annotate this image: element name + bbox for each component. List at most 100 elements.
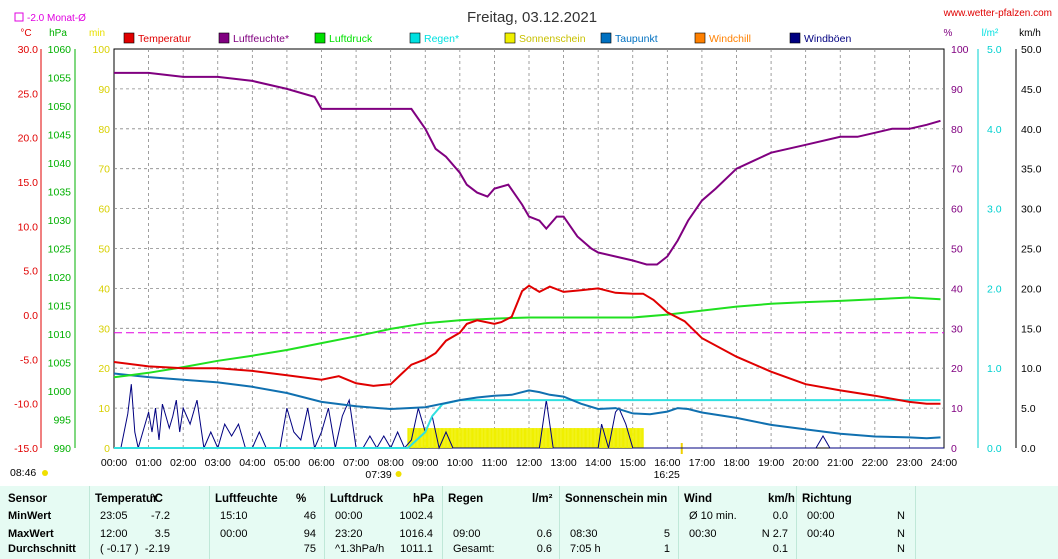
stats-time: 00:40 <box>807 528 835 540</box>
pressure-tick-label: 1060 <box>48 44 72 56</box>
pressure-tick-label: 1000 <box>48 386 72 398</box>
stats-column-divider <box>89 486 90 559</box>
rain-tick-label: 3.0 <box>987 204 1002 216</box>
rain-tick-label: 4.0 <box>987 124 1002 136</box>
pressure-tick-label: 1020 <box>48 272 72 284</box>
stats-header: Temperatur <box>95 493 158 505</box>
legend-swatch <box>218 32 230 44</box>
temp-tick-label: 5.0 <box>23 266 38 278</box>
stats-time: 23:20 <box>335 528 363 540</box>
wind-tick-label: 15.0 <box>1021 323 1042 335</box>
chart-title: Freitag, 03.12.2021 <box>467 9 597 26</box>
legend-swatch <box>789 32 801 44</box>
stats-row-label: MinWert <box>8 510 52 522</box>
humidity-tick-label: 50 <box>951 244 963 256</box>
x-tick-label: 10:00 <box>447 457 473 469</box>
temp-tick-label: 30.0 <box>18 44 39 56</box>
pressure-tick-label: 1035 <box>48 187 72 199</box>
sun-tick-label: 10 <box>98 403 110 415</box>
legend-label: Windchill <box>709 33 751 45</box>
sun-tick-label: 70 <box>98 164 110 176</box>
stats-time: Gesamt: <box>453 543 495 555</box>
axis-unit-rain: l/m² <box>982 28 999 39</box>
sunset-label: 16:25 <box>654 469 680 481</box>
stats-header: Sonnenschein min <box>565 493 668 505</box>
wind-tick-label: 30.0 <box>1021 204 1042 216</box>
stats-header: Regen <box>448 493 484 505</box>
stats-unit: °C <box>150 493 163 505</box>
legend-swatch <box>600 32 612 44</box>
humidity-tick-label: 90 <box>951 84 963 96</box>
x-tick-label: 11:00 <box>482 457 508 469</box>
pressure-tick-label: 1050 <box>48 101 72 113</box>
pressure-tick-label: 1010 <box>48 329 72 341</box>
stats-header: Luftdruck <box>330 493 384 505</box>
x-tick-label: 16:00 <box>654 457 680 469</box>
legend-swatch <box>123 32 135 44</box>
legend-label: Luftfeuchte* <box>233 33 289 45</box>
stats-column-divider <box>915 486 916 559</box>
wind-tick-label: 5.0 <box>1021 403 1036 415</box>
stats-value: -7.2 <box>151 510 170 522</box>
legend-label: Luftdruck <box>329 33 373 45</box>
axis-unit-temp: °C <box>20 28 31 39</box>
legend-swatch <box>314 32 326 44</box>
x-tick-label: 06:00 <box>308 457 334 469</box>
pressure-tick-label: 1055 <box>48 73 72 85</box>
humidity-tick-label: 20 <box>951 363 963 375</box>
daylength-label: 08:46 <box>10 467 36 479</box>
wind-tick-label: 0.0 <box>1021 443 1036 455</box>
site-link[interactable]: www.wetter-pfalzen.com <box>943 8 1052 19</box>
x-tick-label: 19:00 <box>758 457 784 469</box>
sun-tick-label: 0 <box>104 443 110 455</box>
x-tick-label: 24:00 <box>931 457 957 469</box>
legend-label: Sonnenschein <box>519 33 586 45</box>
stats-value: 1 <box>663 543 670 555</box>
statistics-table: Sensor MinWert MaxWert Durchschnitt Temperat… <box>0 486 1058 559</box>
sun-tick-label: 50 <box>98 244 110 256</box>
stats-value: -2.19 <box>144 543 170 555</box>
x-tick-label: 09:00 <box>412 457 438 469</box>
legend-swatch <box>504 32 516 44</box>
stats-time: 08:30 <box>570 528 598 540</box>
x-tick-label: 02:00 <box>170 457 196 469</box>
dewpoint-line <box>113 372 941 440</box>
temperature-line <box>113 284 941 405</box>
stats-time: 00:00 <box>807 510 835 522</box>
stats-time: 00:30 <box>689 528 717 540</box>
wind-tick-label: 40.0 <box>1021 124 1042 136</box>
legend-label: Regen* <box>424 33 459 45</box>
x-tick-label: 08:00 <box>378 457 404 469</box>
rain-line <box>114 399 941 449</box>
sun-tick-label: 100 <box>92 44 110 56</box>
pressure-tick-label: 1025 <box>48 244 72 256</box>
sun-tick-label: 80 <box>98 124 110 136</box>
temp-tick-label: 15.0 <box>18 177 39 189</box>
weather-chart: Freitag, 03.12.2021 www.wetter-pfalzen.c… <box>10 8 1052 481</box>
stats-time: 09:00 <box>453 528 481 540</box>
humidity-tick-label: 80 <box>951 124 963 136</box>
axis-unit-humidity: % <box>944 28 953 39</box>
legend-swatch <box>694 32 706 44</box>
pressure-tick-label: 1005 <box>48 358 72 370</box>
x-tick-label: 20:00 <box>793 457 819 469</box>
monthly-avg-icon <box>14 12 24 22</box>
temp-tick-label: 25.0 <box>18 88 39 100</box>
stats-value: 1002.4 <box>399 510 433 522</box>
stats-value: 3.5 <box>154 528 170 540</box>
stats-value: 75 <box>303 543 316 555</box>
temp-tick-label: 10.0 <box>18 221 39 233</box>
stats-column-divider <box>324 486 325 559</box>
x-tick-label: 05:00 <box>274 457 300 469</box>
stats-value: N 2.7 <box>761 528 788 540</box>
sun-tick-label: 90 <box>98 84 110 96</box>
monthly-avg-label: -2.0 Monat-Ø <box>27 13 86 24</box>
pressure-line <box>113 296 941 379</box>
stats-column-divider <box>796 486 797 559</box>
stats-value: 46 <box>303 510 316 522</box>
stats-unit: km/h <box>768 493 795 505</box>
stats-unit: hPa <box>413 493 435 505</box>
stats-value: 0.6 <box>536 528 552 540</box>
stats-time: 7:05 h <box>570 543 601 555</box>
x-tick-label: 04:00 <box>239 457 265 469</box>
